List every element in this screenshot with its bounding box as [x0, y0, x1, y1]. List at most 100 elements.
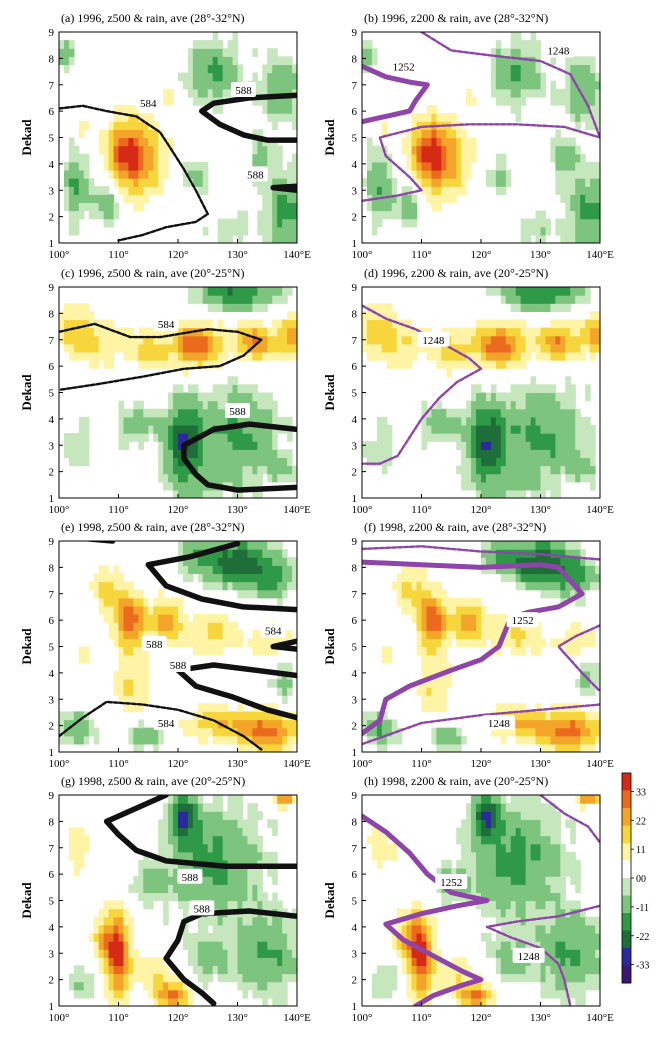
- heatmap-cell: [401, 949, 408, 958]
- heatmap-cell: [580, 72, 586, 82]
- heatmap-cell: [476, 319, 482, 329]
- heatmap-cell: [257, 711, 263, 721]
- heatmap-cell: [376, 145, 383, 155]
- heatmap-cell: [575, 105, 581, 114]
- heatmap-cell: [580, 457, 586, 467]
- heatmap-cell: [158, 424, 164, 434]
- heatmap-cell: [287, 687, 293, 696]
- heatmap-cell: [272, 113, 278, 122]
- heatmap-cell: [143, 622, 149, 631]
- heatmap-cell: [466, 96, 472, 106]
- heatmap-cell: [158, 597, 164, 607]
- heatmap-cell: [187, 400, 194, 410]
- heatmap-cell: [257, 589, 263, 599]
- heatmap-cell: [257, 851, 263, 861]
- heatmap-cell: [436, 949, 442, 958]
- heatmap-cell: [451, 605, 457, 615]
- heatmap-cell: [535, 481, 542, 491]
- heatmap-cell: [227, 630, 234, 639]
- heatmap-cell: [103, 941, 110, 950]
- heatmap-cell: [590, 169, 596, 179]
- heatmap-cell: [262, 226, 268, 236]
- heatmap-cell: [217, 557, 224, 566]
- heatmap-cell: [202, 819, 209, 829]
- heatmap-cell: [381, 129, 388, 139]
- heatmap-cell: [495, 319, 502, 329]
- heatmap-cell: [148, 335, 154, 345]
- heatmap-cell: [366, 449, 373, 459]
- heatmap-cell: [515, 727, 522, 737]
- heatmap-cell: [237, 932, 244, 942]
- heatmap-cell: [217, 549, 224, 558]
- heatmap-cell: [396, 949, 403, 958]
- y-tick-label: 1: [49, 1001, 55, 1013]
- heatmap-cell: [520, 908, 527, 918]
- heatmap-cell: [595, 234, 600, 243]
- heatmap-cell: [381, 194, 388, 204]
- heatmap-cell: [247, 343, 253, 353]
- heatmap-cell: [287, 105, 293, 114]
- heatmap-cell: [500, 424, 507, 434]
- heatmap-cell: [148, 868, 154, 877]
- heatmap-cell: [143, 408, 149, 418]
- heatmap-cell: [505, 908, 512, 918]
- heatmap-cell: [242, 295, 249, 304]
- heatmap-cell: [401, 589, 408, 599]
- heatmap-cell: [500, 335, 507, 345]
- heatmap-cell: [257, 973, 263, 983]
- heatmap-cell: [575, 178, 581, 187]
- heatmap-cell: [535, 473, 542, 483]
- heatmap-cell: [515, 424, 522, 434]
- heatmap-cell: [143, 327, 149, 337]
- heatmap-cell: [138, 687, 144, 696]
- heatmap-cell: [227, 892, 234, 902]
- heatmap-cell: [207, 64, 214, 74]
- heatmap-cell: [570, 287, 576, 296]
- heatmap-cell: [535, 884, 542, 893]
- heatmap-cell: [476, 327, 482, 337]
- heatmap-cell: [237, 811, 244, 820]
- heatmap-cell: [386, 965, 393, 975]
- heatmap-cell: [391, 843, 398, 853]
- heatmap-cell: [515, 827, 522, 837]
- heatmap-cell: [252, 949, 258, 958]
- heatmap-cell: [466, 481, 472, 491]
- heatmap-cell: [123, 973, 130, 983]
- heatmap-cell: [580, 113, 586, 122]
- heatmap-cell: [406, 153, 413, 163]
- heatmap-cell: [426, 178, 433, 187]
- heatmap-cell: [485, 876, 492, 885]
- heatmap-cell: [505, 441, 512, 450]
- heatmap-cell: [441, 687, 447, 696]
- heatmap-cell: [287, 351, 293, 361]
- heatmap-cell: [525, 711, 532, 721]
- heatmap-cell: [257, 843, 263, 853]
- heatmap-cell: [212, 622, 219, 631]
- heatmap-cell: [108, 129, 115, 139]
- heatmap-cell: [128, 186, 134, 195]
- x-tick-label: 130°: [530, 758, 551, 770]
- heatmap-cell: [78, 178, 85, 187]
- heatmap-cell: [456, 957, 462, 967]
- heatmap-cell: [262, 433, 268, 442]
- heatmap-cell: [178, 630, 184, 639]
- heatmap-cell: [431, 638, 437, 648]
- heatmap-cell: [68, 194, 75, 204]
- contours-c: [59, 322, 297, 493]
- heatmap-cell: [505, 703, 512, 713]
- heatmap-cell: [396, 735, 403, 745]
- heatmap-cell: [530, 400, 537, 410]
- heatmap-cell: [550, 549, 556, 558]
- heatmap-cell: [575, 88, 581, 98]
- heatmap-cell: [580, 226, 586, 236]
- heatmap-cell: [207, 565, 214, 575]
- heatmap-cell: [287, 957, 293, 967]
- heatmap-cell: [262, 851, 268, 861]
- heatmap-cell: [242, 589, 249, 599]
- heatmap-cell: [197, 351, 204, 361]
- heatmap-cell: [182, 72, 189, 82]
- heatmap-cell: [490, 80, 497, 90]
- heatmap-cell: [520, 711, 527, 721]
- heatmap-cell: [466, 811, 472, 820]
- heatmap-cell: [550, 56, 556, 66]
